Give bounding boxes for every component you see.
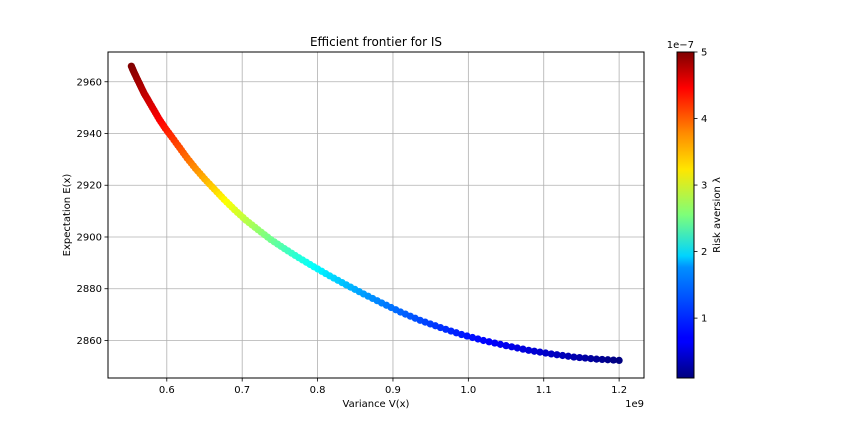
- scatter-point: [496, 340, 504, 348]
- scatter-point: [558, 351, 567, 360]
- chart-title: Efficient frontier for IS: [310, 35, 442, 49]
- scatter-point: [530, 347, 538, 355]
- x-axis-label: Variance V(x): [343, 399, 410, 410]
- colorbar: [676, 51, 695, 379]
- scatter-point: [536, 348, 544, 356]
- scatter-point: [485, 338, 493, 346]
- y-tick-label: 2940: [77, 129, 102, 140]
- scatter-point: [564, 352, 572, 360]
- scatter-point: [604, 356, 612, 364]
- scatter-point: [615, 356, 623, 365]
- grid-lines: [108, 52, 644, 378]
- colorbar-tick-label: 4: [701, 114, 707, 125]
- scatter-point: [474, 335, 482, 343]
- colorbar-label: Risk aversion λ: [712, 177, 723, 253]
- x-tick-label: 1.1: [536, 385, 552, 396]
- scatter-point: [491, 339, 499, 347]
- scatter-point: [457, 330, 466, 339]
- colorbar-tick-label: 1: [701, 314, 707, 325]
- x-tick-label: 1.0: [460, 385, 476, 396]
- x-tick-label: 0.8: [310, 385, 326, 396]
- y-tick-label: 2880: [77, 284, 102, 295]
- x-tick-label: 0.9: [385, 385, 401, 396]
- scatter-point: [519, 345, 527, 353]
- scatter-point: [581, 354, 589, 362]
- scatter-point: [587, 354, 595, 363]
- scatter-point: [553, 351, 561, 359]
- scatter-point: [502, 342, 510, 350]
- scatter-point: [575, 353, 584, 362]
- y-axis-label: Expectation E(x): [62, 174, 73, 257]
- scatter-point: [468, 333, 477, 342]
- scatter-point: [463, 332, 471, 340]
- scatter-point: [479, 336, 488, 345]
- colorbar-tick-label: 2: [701, 247, 707, 258]
- scatter-point: [525, 346, 533, 354]
- y-tick-label: 2860: [77, 336, 102, 347]
- x-tick-label: 0.6: [159, 385, 175, 396]
- colorbar-offset-label: 1e−7: [667, 40, 694, 51]
- y-axis-ticks: 2860 2880 2900 2920 2940 2960: [77, 77, 108, 347]
- x-axis-ticks: 0.6 0.7 0.8 0.9 1.0 1.1 1.2: [159, 378, 627, 396]
- scatter-point: [508, 343, 516, 351]
- scatter-point: [513, 344, 521, 352]
- y-tick-label: 2960: [77, 77, 102, 88]
- scatter-points: [127, 62, 623, 365]
- x-tick-label: 0.7: [234, 385, 250, 396]
- colorbar-tick-label: 3: [701, 181, 707, 192]
- scatter-point: [570, 353, 578, 361]
- x-axis-offset-label: 1e9: [625, 399, 644, 410]
- scatter-point: [592, 355, 601, 363]
- y-tick-label: 2920: [77, 181, 102, 192]
- colorbar-ticks: 1 2 3 4 5: [694, 48, 707, 325]
- x-tick-label: 1.2: [611, 385, 627, 396]
- y-tick-label: 2900: [77, 232, 102, 243]
- colorbar-tick-label: 5: [701, 48, 707, 59]
- scatter-point: [609, 356, 618, 364]
- scatter-point: [598, 355, 606, 364]
- scatter-point: [542, 349, 550, 357]
- scatter-point: [547, 350, 555, 358]
- plot-area-frame: [107, 51, 645, 379]
